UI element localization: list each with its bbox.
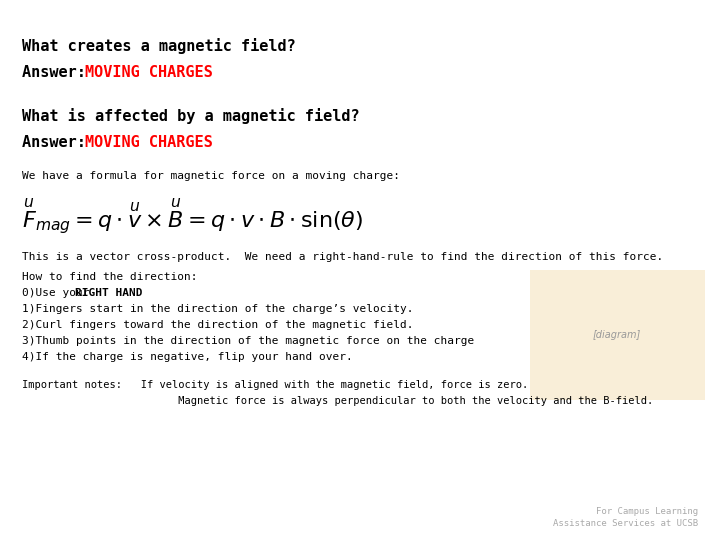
Text: Answer:: Answer: [22, 135, 104, 150]
Text: How to find the direction:: How to find the direction: [22, 272, 197, 282]
Text: This is a vector cross-product.  We need a right-hand-rule to find the direction: This is a vector cross-product. We need … [22, 252, 663, 262]
Text: 2)Curl fingers toward the direction of the magnetic field.: 2)Curl fingers toward the direction of t… [22, 320, 413, 330]
Text: We have a formula for magnetic force on a moving charge:: We have a formula for magnetic force on … [22, 171, 400, 181]
Text: 1)Fingers start in the direction of the charge’s velocity.: 1)Fingers start in the direction of the … [22, 304, 413, 314]
Text: MOVING CHARGES: MOVING CHARGES [85, 65, 212, 80]
Text: MOVING CHARGES: MOVING CHARGES [85, 135, 212, 150]
Text: $\overset{u}{F}_{mag} = q \cdot \overset{u}{v} \times \overset{u}{B} = q \cdot v: $\overset{u}{F}_{mag} = q \cdot \overset… [22, 196, 363, 237]
Text: [diagram]: [diagram] [593, 330, 641, 340]
Text: Magnetic force is always perpendicular to both the velocity and the B-field.: Magnetic force is always perpendicular t… [22, 396, 653, 406]
Text: 3)Thumb points in the direction of the magnetic force on the charge: 3)Thumb points in the direction of the m… [22, 336, 474, 346]
Text: For Campus Learning: For Campus Learning [596, 507, 698, 516]
FancyBboxPatch shape [530, 270, 705, 400]
Text: 4)If the charge is negative, flip your hand over.: 4)If the charge is negative, flip your h… [22, 352, 353, 362]
Text: RIGHT HAND: RIGHT HAND [75, 288, 143, 298]
Text: What creates a magnetic field?: What creates a magnetic field? [22, 38, 296, 54]
Text: Answer:: Answer: [22, 65, 104, 80]
Text: Assistance Services at UCSB: Assistance Services at UCSB [553, 519, 698, 528]
Text: Important notes:   If velocity is aligned with the magnetic field, force is zero: Important notes: If velocity is aligned … [22, 380, 528, 390]
Text: What is affected by a magnetic field?: What is affected by a magnetic field? [22, 108, 359, 124]
Text: 0)Use your: 0)Use your [22, 288, 96, 298]
